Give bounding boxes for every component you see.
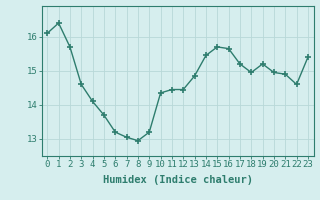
X-axis label: Humidex (Indice chaleur): Humidex (Indice chaleur)	[103, 175, 252, 185]
